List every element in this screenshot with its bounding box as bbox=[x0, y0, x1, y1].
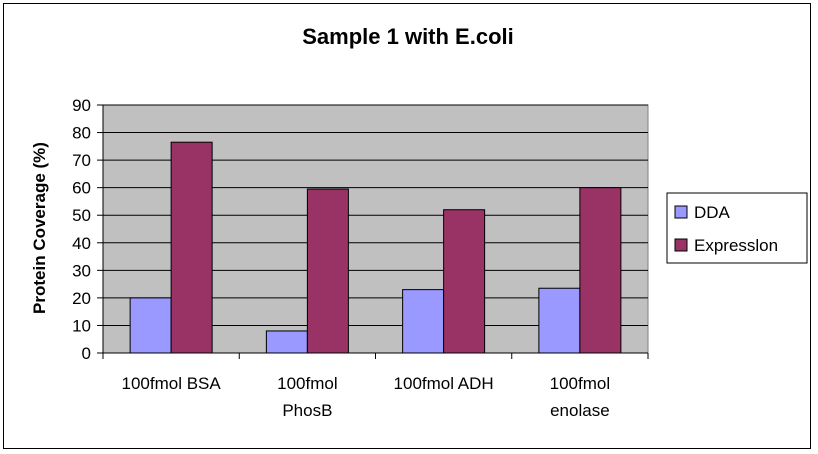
y-axis-label: Protein Coverage (%) bbox=[30, 142, 49, 314]
x-category-label-2: 100fmol ADH bbox=[394, 374, 494, 393]
y-tick-label-20: 20 bbox=[72, 289, 91, 308]
bar-expresslon-1 bbox=[306, 188, 349, 354]
axes bbox=[102, 105, 649, 359]
y-tick-label-10: 10 bbox=[72, 316, 91, 335]
bar-dda-2 bbox=[402, 289, 445, 354]
y-tick-label-80: 80 bbox=[72, 124, 91, 143]
legend-label-dda: DDA bbox=[694, 203, 731, 222]
y-tick-label-90: 90 bbox=[72, 96, 91, 115]
legend-box bbox=[666, 192, 808, 264]
y-tick-label-30: 30 bbox=[72, 261, 91, 280]
legend-swatch-expresslon bbox=[674, 238, 688, 252]
x-categories: 100fmol BSA 100fmol PhosB 100fmol ADH 100fmo… bbox=[122, 374, 611, 420]
bar-expresslon-3 bbox=[579, 187, 622, 354]
bar-expresslon-2 bbox=[443, 209, 486, 354]
y-tick-label-40: 40 bbox=[72, 234, 91, 253]
bar-dda-1 bbox=[265, 330, 308, 354]
legend-swatch-dda bbox=[674, 205, 688, 219]
x-category-label-1: 100fmol PhosB bbox=[277, 374, 337, 420]
bar-dda-3 bbox=[538, 287, 581, 354]
bar-dda-0 bbox=[129, 297, 172, 354]
x-category-label-0: 100fmol BSA bbox=[122, 374, 222, 393]
x-category-label-3: 100fmol enolase bbox=[550, 374, 610, 420]
y-tick-label-50: 50 bbox=[72, 206, 91, 225]
y-tick-label-70: 70 bbox=[72, 151, 91, 170]
y-ticks: 0 10 20 30 40 50 60 70 80 90 bbox=[72, 96, 103, 363]
legend-label-expresslon: Expresslon bbox=[694, 236, 778, 255]
y-tick-label-60: 60 bbox=[72, 179, 91, 198]
legend: DDA Expresslon bbox=[666, 192, 808, 264]
chart-title: Sample 1 with E.coli bbox=[302, 24, 514, 49]
y-tick-label-0: 0 bbox=[82, 344, 91, 363]
bar-expresslon-0 bbox=[170, 141, 213, 354]
